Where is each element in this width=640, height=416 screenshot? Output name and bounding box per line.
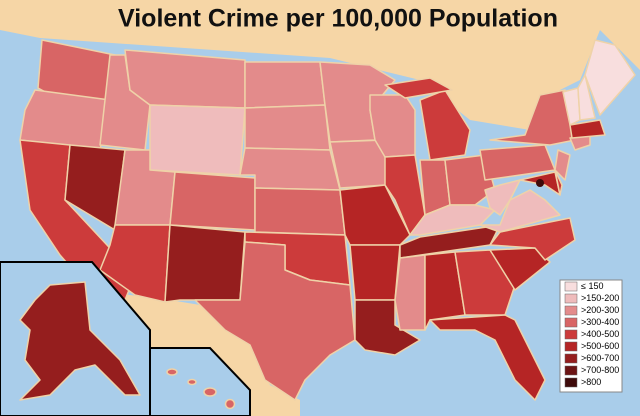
state xyxy=(149,104,246,176)
state xyxy=(124,49,246,109)
island xyxy=(187,378,197,386)
legend-label: >800 xyxy=(581,377,601,387)
island xyxy=(224,398,236,410)
state xyxy=(244,61,326,109)
state xyxy=(429,314,546,401)
legend-label: >300-400 xyxy=(581,317,619,327)
state xyxy=(384,77,453,99)
state xyxy=(349,244,401,301)
state xyxy=(489,247,551,291)
legend-label: >500-600 xyxy=(581,341,619,351)
state xyxy=(254,187,346,236)
state xyxy=(194,241,356,401)
legend-swatch xyxy=(564,365,578,376)
legend-label: >150-200 xyxy=(581,293,619,303)
island xyxy=(166,368,178,376)
state xyxy=(169,171,256,231)
legend-swatch xyxy=(564,353,578,364)
legend-swatch xyxy=(564,341,578,352)
legend-swatch xyxy=(564,281,578,292)
state xyxy=(244,104,331,151)
legend-label: >400-500 xyxy=(581,329,619,339)
state xyxy=(577,74,596,121)
state xyxy=(554,149,571,181)
state xyxy=(164,224,246,303)
legend-swatch xyxy=(564,329,578,340)
state xyxy=(394,254,426,331)
legend-label: >700-800 xyxy=(581,365,619,375)
island xyxy=(203,387,217,397)
state xyxy=(554,169,563,196)
state xyxy=(424,251,466,331)
legend-label: >600-700 xyxy=(581,353,619,363)
state xyxy=(489,89,576,146)
legend-label: ≤ 150 xyxy=(581,281,603,291)
dc-marker xyxy=(536,179,544,187)
canada xyxy=(0,0,640,130)
legend-swatch xyxy=(564,305,578,316)
legend-label: >200-300 xyxy=(581,305,619,315)
state xyxy=(484,179,521,216)
legend-swatch xyxy=(564,377,578,388)
state xyxy=(239,147,341,191)
hawaii-inset xyxy=(149,347,251,416)
state xyxy=(19,281,141,401)
legend-swatch xyxy=(564,317,578,328)
map-title: Violent Crime per 100,000 Population xyxy=(118,5,558,33)
state xyxy=(569,119,606,139)
state xyxy=(409,204,496,236)
state xyxy=(479,189,561,233)
legend-swatch xyxy=(564,293,578,304)
state xyxy=(584,39,636,116)
